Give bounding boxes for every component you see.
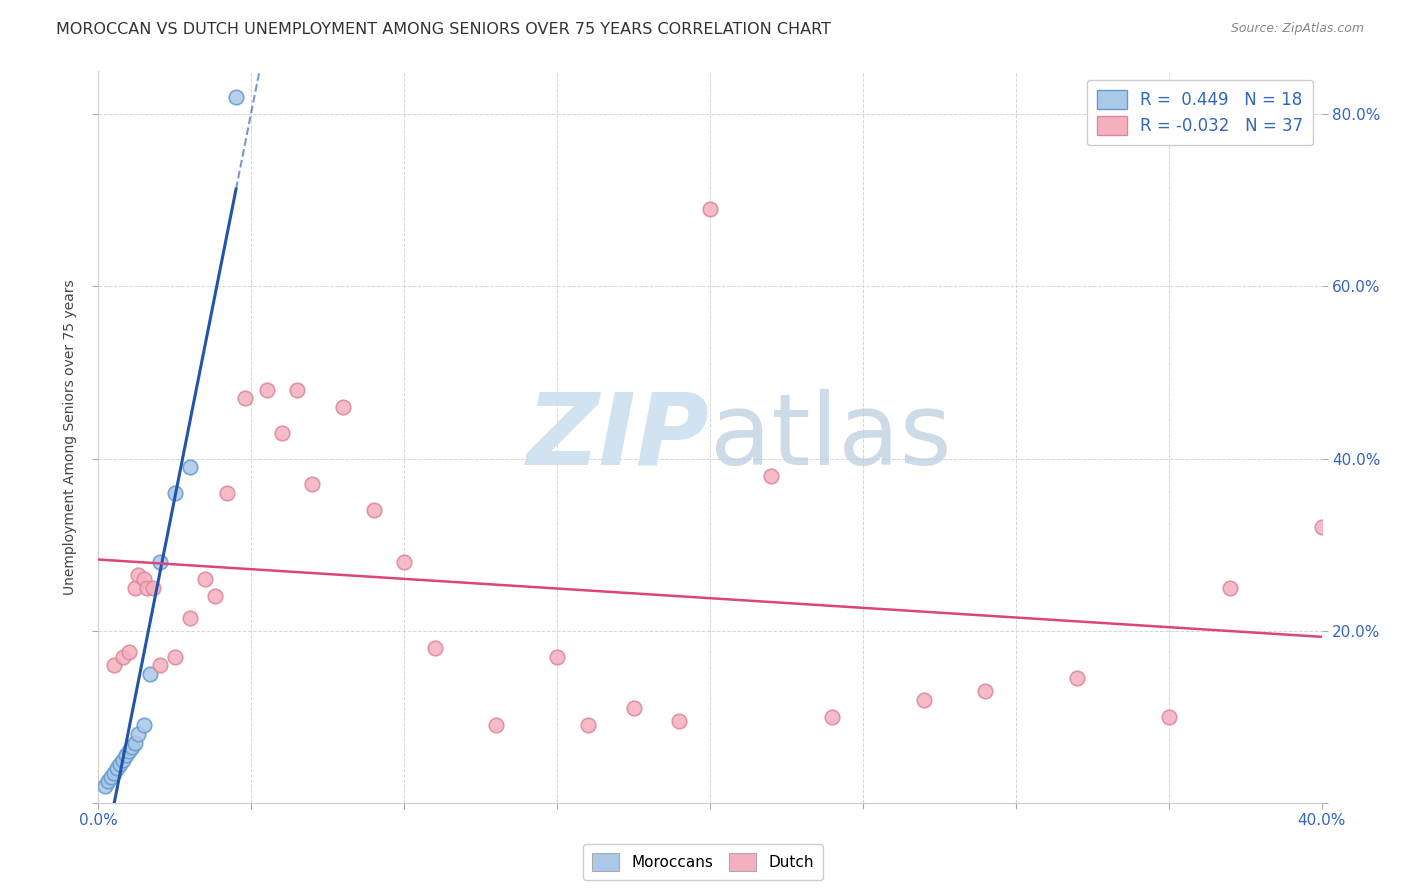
- Point: [149, 555, 172, 569]
- Point: [699, 202, 721, 216]
- Point: [103, 658, 125, 673]
- Legend: Moroccans, Dutch: Moroccans, Dutch: [582, 844, 824, 880]
- Point: [423, 640, 446, 655]
- Point: [668, 714, 690, 728]
- Legend: R =  0.449   N = 18, R = -0.032   N = 37: R = 0.449 N = 18, R = -0.032 N = 37: [1087, 79, 1313, 145]
- Point: [118, 645, 141, 659]
- Point: [485, 718, 508, 732]
- Point: [301, 477, 323, 491]
- Point: [127, 727, 149, 741]
- Point: [204, 589, 226, 603]
- Text: atlas: atlas: [710, 389, 952, 485]
- Point: [256, 383, 278, 397]
- Text: Source: ZipAtlas.com: Source: ZipAtlas.com: [1230, 22, 1364, 36]
- Point: [759, 468, 782, 483]
- Point: [1157, 710, 1180, 724]
- Point: [163, 486, 186, 500]
- Point: [124, 735, 146, 749]
- Point: [149, 658, 172, 673]
- Point: [974, 684, 997, 698]
- Point: [136, 581, 159, 595]
- Point: [225, 90, 247, 104]
- Point: [111, 753, 134, 767]
- Point: [194, 572, 217, 586]
- Text: MOROCCAN VS DUTCH UNEMPLOYMENT AMONG SENIORS OVER 75 YEARS CORRELATION CHART: MOROCCAN VS DUTCH UNEMPLOYMENT AMONG SEN…: [56, 22, 831, 37]
- Point: [215, 486, 238, 500]
- Point: [121, 739, 143, 754]
- Point: [134, 572, 156, 586]
- Point: [124, 581, 146, 595]
- Point: [93, 779, 115, 793]
- Point: [1310, 520, 1333, 534]
- Point: [179, 460, 201, 475]
- Point: [546, 649, 568, 664]
- Point: [108, 757, 131, 772]
- Point: [821, 710, 844, 724]
- Point: [285, 383, 308, 397]
- Point: [105, 761, 128, 775]
- Point: [163, 649, 186, 664]
- Point: [118, 744, 141, 758]
- Point: [179, 611, 201, 625]
- Text: ZIP: ZIP: [527, 389, 710, 485]
- Point: [142, 581, 165, 595]
- Point: [363, 503, 385, 517]
- Point: [139, 666, 162, 681]
- Point: [233, 392, 256, 406]
- Point: [97, 774, 120, 789]
- Y-axis label: Unemployment Among Seniors over 75 years: Unemployment Among Seniors over 75 years: [63, 279, 77, 595]
- Point: [127, 567, 149, 582]
- Point: [1219, 581, 1241, 595]
- Point: [270, 425, 292, 440]
- Point: [576, 718, 599, 732]
- Point: [134, 718, 156, 732]
- Point: [332, 400, 354, 414]
- Point: [392, 555, 416, 569]
- Point: [115, 748, 138, 763]
- Point: [1066, 671, 1088, 685]
- Point: [111, 649, 134, 664]
- Point: [100, 770, 122, 784]
- Point: [623, 701, 645, 715]
- Point: [103, 765, 125, 780]
- Point: [912, 692, 935, 706]
